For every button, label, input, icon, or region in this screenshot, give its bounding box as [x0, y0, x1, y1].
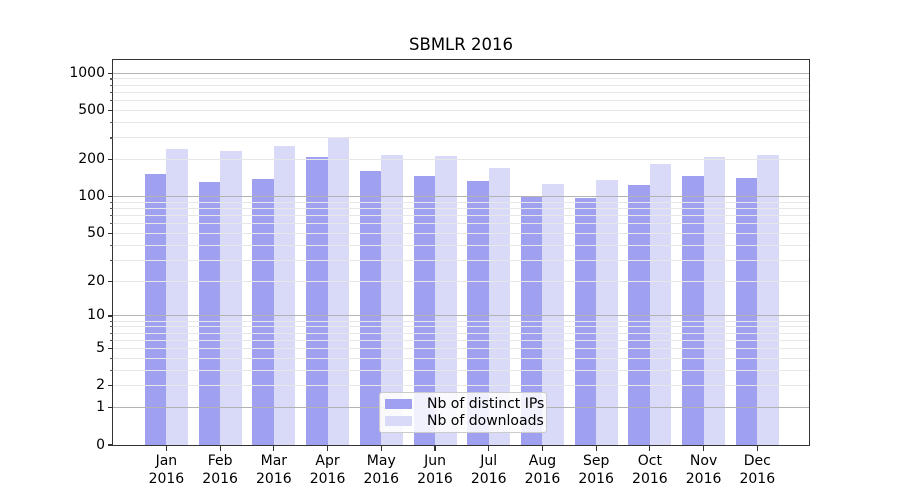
y-tick-label: 2 — [96, 377, 105, 394]
x-tick-label-may: May 2016 — [363, 453, 400, 487]
chart-title: SBMLR 2016 — [409, 35, 513, 54]
legend-label: Nb of distinct IPs — [427, 396, 545, 412]
x-tick-label-jul: Jul 2016 — [470, 453, 507, 487]
y-tick-label: 500 — [78, 101, 105, 118]
y-tick-label: 1000 — [69, 64, 105, 81]
x-tick-mark — [165, 446, 167, 451]
y-tick-label: 0 — [96, 436, 105, 453]
legend: Nb of distinct IPs Nb of downloads — [379, 392, 547, 433]
x-tick-label-jan: Jan 2016 — [148, 453, 185, 487]
x-tick-mark — [595, 446, 597, 451]
legend-label: Nb of downloads — [427, 413, 544, 429]
x-tick-mark — [380, 446, 382, 451]
x-tick-label-mar: Mar 2016 — [256, 453, 292, 487]
x-tick-mark — [488, 446, 490, 451]
y-tick-label: 5 — [96, 340, 105, 357]
x-tick-label-oct: Oct 2016 — [632, 453, 668, 487]
y-tick-label: 100 — [78, 188, 105, 205]
x-tick-mark — [649, 446, 651, 451]
legend-item: Nb of downloads — [385, 413, 546, 429]
x-tick-mark — [756, 446, 758, 451]
x-tick-label-apr: Apr 2016 — [309, 453, 346, 487]
x-tick-label-aug: Aug 2016 — [524, 453, 561, 487]
x-tick-label-nov: Nov 2016 — [685, 453, 722, 487]
y-tick-label: 20 — [87, 272, 105, 289]
y-tick-label: 50 — [87, 224, 105, 241]
y-tick-label: 1 — [96, 399, 105, 416]
x-tick-mark — [703, 446, 705, 451]
y-tick-label: 200 — [78, 151, 105, 168]
legend-item: Nb of distinct IPs — [385, 396, 546, 412]
legend-swatch — [385, 399, 412, 409]
x-tick-mark — [326, 446, 329, 451]
x-tick-mark — [273, 446, 275, 451]
x-tick-mark — [541, 446, 544, 451]
plot-area — [112, 59, 810, 446]
x-tick-mark — [219, 446, 221, 451]
x-tick-label-feb: Feb 2016 — [202, 453, 238, 487]
x-tick-label-sep: Sep 2016 — [578, 453, 614, 487]
x-tick-label-dec: Dec 2016 — [739, 453, 776, 487]
x-tick-label-jun: Jun 2016 — [417, 453, 453, 487]
legend-swatch — [385, 416, 412, 426]
x-tick-mark — [434, 446, 436, 451]
y-tick-label: 10 — [87, 307, 105, 324]
